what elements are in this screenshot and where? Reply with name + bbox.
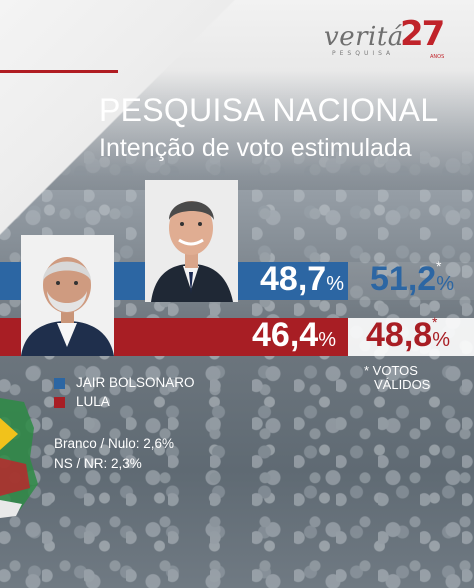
legend-swatch-bolsonaro [54, 378, 65, 389]
asterisk-bolsonaro: * [436, 258, 442, 274]
bolsonaro-total-value: 48,7 [260, 260, 327, 298]
bolsonaro-valid-value: 51,2 [370, 260, 437, 298]
valid-votes-bolsonaro-bg [348, 262, 474, 300]
lula-portrait-icon [21, 235, 114, 356]
logo-anos: ANOS [430, 54, 445, 60]
lula-total-pct: 46,4% [252, 316, 336, 355]
note-line-2: VÁLIDOS [374, 377, 431, 392]
chart-title: PESQUISA NACIONAL [99, 92, 439, 128]
lula-valid-value: 48,8 [366, 316, 433, 354]
legend-label-lula: LULA [76, 394, 110, 409]
ns-nr-annotation: NS / NR: 2,3% [54, 456, 142, 471]
valid-votes-lula-bg [348, 318, 474, 356]
note-line-1: * VOTOS [364, 363, 418, 378]
brazil-flag-icon [0, 398, 38, 518]
accent-line [0, 70, 118, 73]
lula-photo [21, 235, 114, 356]
logo-word: veritá [324, 22, 404, 52]
lula-total-value: 46,4 [252, 316, 319, 354]
legend-swatch-lula [54, 397, 65, 408]
bolsonaro-portrait-icon [145, 180, 238, 302]
percent-sign: % [326, 273, 344, 295]
chart-subtitle: Intenção de voto estimulada [99, 134, 412, 162]
percent-sign: % [436, 273, 454, 295]
asterisk-lula: * [432, 314, 438, 330]
verita-logo: veritá PESQUISA 27 ANOS [308, 14, 458, 62]
bolsonaro-photo [145, 180, 238, 302]
logo-sub: PESQUISA [332, 50, 395, 57]
blank-null-annotation: Branco / Nulo: 2,6% [54, 436, 175, 451]
percent-sign: % [318, 329, 336, 351]
percent-sign: % [432, 329, 450, 351]
logo-number: 27 [400, 14, 445, 54]
bolsonaro-total-pct: 48,7% [260, 260, 344, 299]
valid-votes-note: * VOTOS VÁLIDOS [364, 364, 464, 392]
lula-valid-pct: 48,8% [366, 316, 450, 355]
bolsonaro-valid-pct: 51,2% [370, 260, 454, 299]
legend-label-bolsonaro: JAIR BOLSONARO [76, 375, 195, 390]
